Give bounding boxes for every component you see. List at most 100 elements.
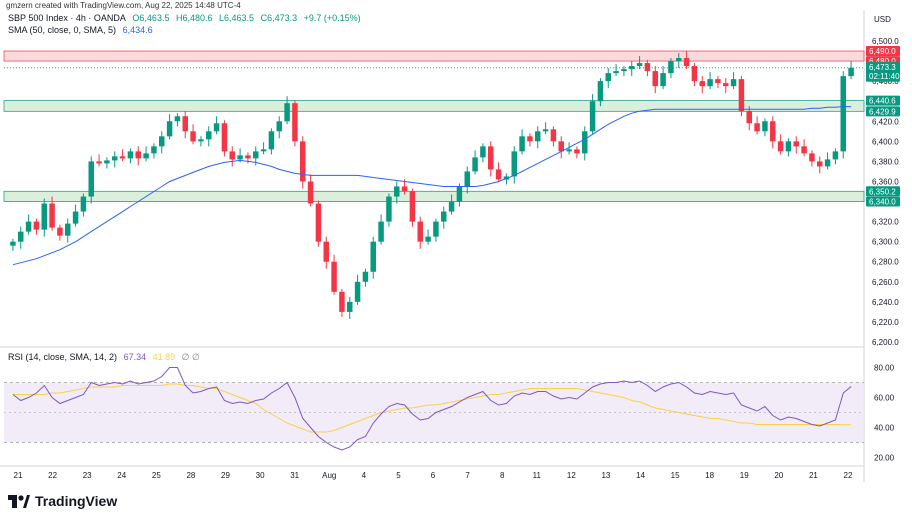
- candle-body: [182, 116, 188, 132]
- candle-body: [840, 76, 846, 152]
- candle-body: [464, 171, 470, 187]
- candle-body: [237, 155, 243, 160]
- candle-body: [206, 131, 212, 140]
- candle-body: [723, 83, 729, 87]
- candle-body: [605, 73, 611, 82]
- candle-body: [307, 181, 314, 204]
- rsi-tick: 80.00: [874, 364, 895, 373]
- candle-body: [10, 241, 16, 246]
- candle-body: [119, 156, 126, 159]
- time-tick: 29: [221, 471, 230, 480]
- candle-body: [793, 141, 799, 147]
- zone-mid: [3, 100, 865, 112]
- rsi-ma-line: [12, 383, 852, 433]
- candle-body: [762, 121, 768, 132]
- candle-body: [135, 151, 141, 159]
- time-tick: 11: [533, 471, 542, 480]
- candle-body: [535, 131, 541, 142]
- candle-body: [143, 153, 149, 159]
- candle-body: [636, 63, 643, 67]
- legend-symbol[interactable]: SBP 500 Index · 4h · OANDA: [8, 13, 126, 23]
- price-tick: 6,500.0: [872, 37, 899, 46]
- time-tick: 23: [83, 471, 92, 480]
- chart-caption: gmzern created with TradingView.com, Aug…: [6, 1, 241, 10]
- candle-body: [691, 66, 698, 82]
- candle-body: [65, 223, 71, 236]
- candle-body: [495, 169, 502, 180]
- candle-body: [33, 221, 40, 230]
- candle-body: [613, 71, 619, 74]
- candle-body: [409, 191, 416, 222]
- sma-value: 6,434.6: [122, 25, 153, 35]
- candle-body: [730, 79, 737, 87]
- candle-body: [817, 161, 823, 167]
- price-tick: 6,220.0: [872, 318, 899, 327]
- candle-body: [652, 71, 658, 87]
- time-tick: 22: [48, 471, 57, 480]
- candle-body: [300, 141, 306, 182]
- price-tick: 6,200.0: [872, 338, 899, 347]
- time-tick: 13: [601, 471, 610, 480]
- candle-body: [229, 151, 235, 160]
- candle-body: [72, 211, 79, 224]
- candle-body: [323, 241, 329, 262]
- time-tick: 12: [567, 471, 576, 480]
- time-tick: 24: [117, 471, 126, 480]
- sma-label[interactable]: SMA (50, close, 0, SMA, 5): [8, 25, 117, 35]
- candle-body: [550, 129, 557, 142]
- time-tick: 4: [362, 471, 367, 480]
- candle-body: [96, 161, 102, 164]
- candle-body: [676, 58, 682, 62]
- candle-body: [558, 141, 564, 152]
- candle-body: [441, 211, 447, 222]
- time-tick: 7: [465, 471, 470, 480]
- candle-body: [527, 136, 533, 142]
- candle-body: [644, 63, 651, 72]
- tag-mid-high: 6,440.6: [869, 97, 896, 106]
- candle-body: [57, 227, 63, 236]
- candle-body: [253, 151, 259, 159]
- tag-res-low: 6,480.0: [869, 57, 896, 66]
- price-tick: 6,380.0: [872, 157, 899, 166]
- candle-body: [166, 121, 173, 137]
- candle-body: [112, 156, 118, 161]
- candle-body: [354, 281, 361, 302]
- candle-body: [832, 151, 839, 160]
- candle-body: [370, 241, 376, 272]
- candle-body: [127, 151, 134, 159]
- time-tick: 22: [844, 471, 853, 480]
- candle-body: [809, 153, 815, 162]
- time-tick: 5: [396, 471, 401, 480]
- candle-body: [699, 81, 705, 87]
- legend-high: H6,480.6: [175, 13, 213, 23]
- candle-body: [848, 67, 854, 77]
- candle-body: [597, 81, 604, 102]
- time-tick: Aug: [322, 471, 336, 480]
- tag-sup-low: 6,340.0: [869, 198, 896, 207]
- time-tick: 21: [14, 471, 23, 480]
- candle-body: [198, 139, 204, 142]
- candle-body: [80, 196, 87, 212]
- candle-body: [660, 73, 666, 87]
- candle-body: [746, 111, 752, 124]
- tradingview-logo[interactable]: TradingView: [8, 493, 117, 509]
- tradingview-wordmark: TradingView: [35, 493, 118, 509]
- time-tick: 6: [431, 471, 436, 480]
- time-tick: 21: [809, 471, 818, 480]
- time-tick: 28: [186, 471, 195, 480]
- candle-body: [362, 271, 369, 282]
- candle-body: [378, 221, 384, 242]
- candle-body: [315, 203, 322, 242]
- candle-body: [292, 103, 298, 142]
- zone-resistance: [3, 50, 865, 62]
- rsi-tick: 20.00: [874, 454, 895, 463]
- candle-body: [104, 160, 110, 164]
- candle-body: [456, 186, 463, 202]
- rsi-label[interactable]: RSI (14, close, SMA, 14, 2): [8, 352, 118, 362]
- price-tick: 6,280.0: [872, 258, 899, 267]
- tag-mid-high-bg: [866, 95, 900, 106]
- candle-body: [488, 146, 494, 170]
- candle-body: [221, 123, 228, 152]
- candle-body: [777, 141, 784, 152]
